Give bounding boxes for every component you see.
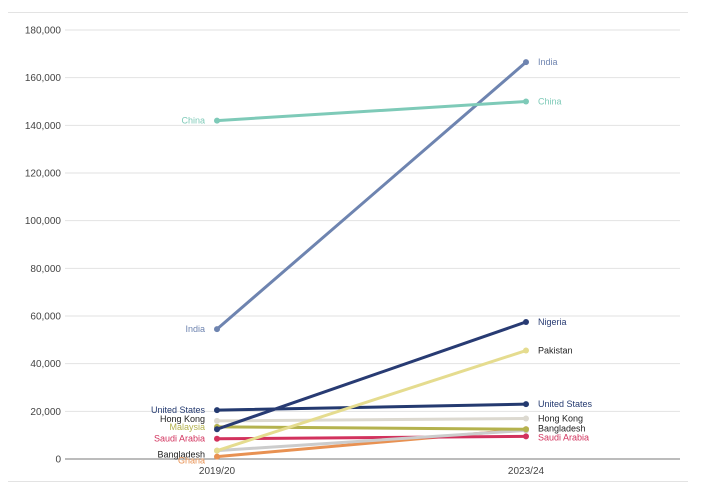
data-point-pakistan-end: [523, 347, 529, 354]
series-label-pakistan-end: Pakistan: [538, 346, 573, 356]
data-point-pakistan-start: [214, 447, 220, 454]
data-point-united-states-end: [523, 401, 529, 408]
series-line-united-states: [215, 402, 528, 412]
data-point-malaysia-end: [523, 426, 529, 433]
y-tick-label: 0: [55, 455, 61, 466]
data-point-ghana-start: [214, 453, 220, 460]
x-axis-ticks: 2019/20 2023/24: [199, 466, 545, 477]
series-label-saudi-arabia-end: Saudi Arabia: [538, 432, 589, 442]
data-point-hong-kong-start: [214, 417, 220, 424]
series-label-china-end: China: [538, 97, 562, 107]
series-label-united-states-start: United States: [151, 405, 206, 415]
data-point-hong-kong-end: [523, 415, 529, 422]
series-label-india-end: India: [538, 57, 558, 67]
series-label-hong-kong-start: Hong Kong: [160, 414, 205, 424]
gridlines: [65, 29, 680, 460]
data-point-nigeria-start: [214, 426, 220, 433]
series-label-nigeria-end: Nigeria: [538, 317, 567, 327]
series-label-india-start: India: [185, 324, 205, 334]
series-label-china-start: China: [181, 116, 205, 126]
data-point-united-states-start: [214, 407, 220, 414]
y-tick-label: 100,000: [25, 216, 62, 227]
chart-frame: 0 20,000 40,000 60,000 80,000 100,000 120,000 1…: [8, 12, 688, 482]
series-line-malaysia: [215, 425, 528, 431]
y-tick-label: 160,000: [25, 73, 62, 84]
data-point-china-start: [214, 117, 220, 124]
series-label-bangladesh-start: Bangladesh: [157, 450, 205, 460]
slope-chart: 0 20,000 40,000 60,000 80,000 100,000 120,000 1…: [25, 26, 680, 477]
series-label-ghana-start: Ghana: [178, 456, 205, 466]
data-point-china-end: [523, 98, 529, 105]
y-tick-label: 40,000: [30, 359, 61, 370]
series-line-nigeria: [215, 320, 528, 431]
series-label-saudi-arabia-start: Saudi Arabia: [154, 434, 205, 444]
y-tick-label: 180,000: [25, 26, 62, 37]
data-point-saudi-arabia-start: [214, 435, 220, 442]
y-tick-label: 20,000: [30, 407, 61, 418]
series-labels: China China India India Nigeria Pakistan Unite…: [151, 57, 593, 465]
series-label-bangladesh-end: Bangladesh: [538, 423, 586, 433]
data-point-india-end: [523, 59, 529, 66]
series-line-hong-kong: [215, 416, 528, 423]
y-tick-label: 120,000: [25, 169, 62, 180]
series-label-malaysia-start: Malaysia: [169, 422, 205, 432]
x-tick-label: 2023/24: [508, 466, 545, 477]
series-line-india: [215, 60, 528, 331]
y-tick-label: 80,000: [30, 264, 61, 275]
series-line-saudi-arabia: [215, 434, 528, 441]
series-line-china: [215, 100, 528, 123]
data-point-india-start: [214, 326, 220, 333]
y-tick-label: 60,000: [30, 312, 61, 323]
x-tick-label: 2019/20: [199, 466, 236, 477]
series-label-united-states-end: United States: [538, 399, 593, 409]
data-point-nigeria-end: [523, 318, 529, 325]
series-line-pakistan: [215, 349, 528, 453]
y-axis-ticks: 0 20,000 40,000 60,000 80,000 100,000 120,000 1…: [25, 26, 62, 466]
series-line-bangladesh: [215, 428, 528, 453]
y-tick-label: 140,000: [25, 121, 62, 132]
series-label-hong-kong-end: Hong Kong: [538, 413, 583, 423]
series-lines: [214, 59, 529, 460]
data-point-saudi-arabia-end: [523, 433, 529, 440]
